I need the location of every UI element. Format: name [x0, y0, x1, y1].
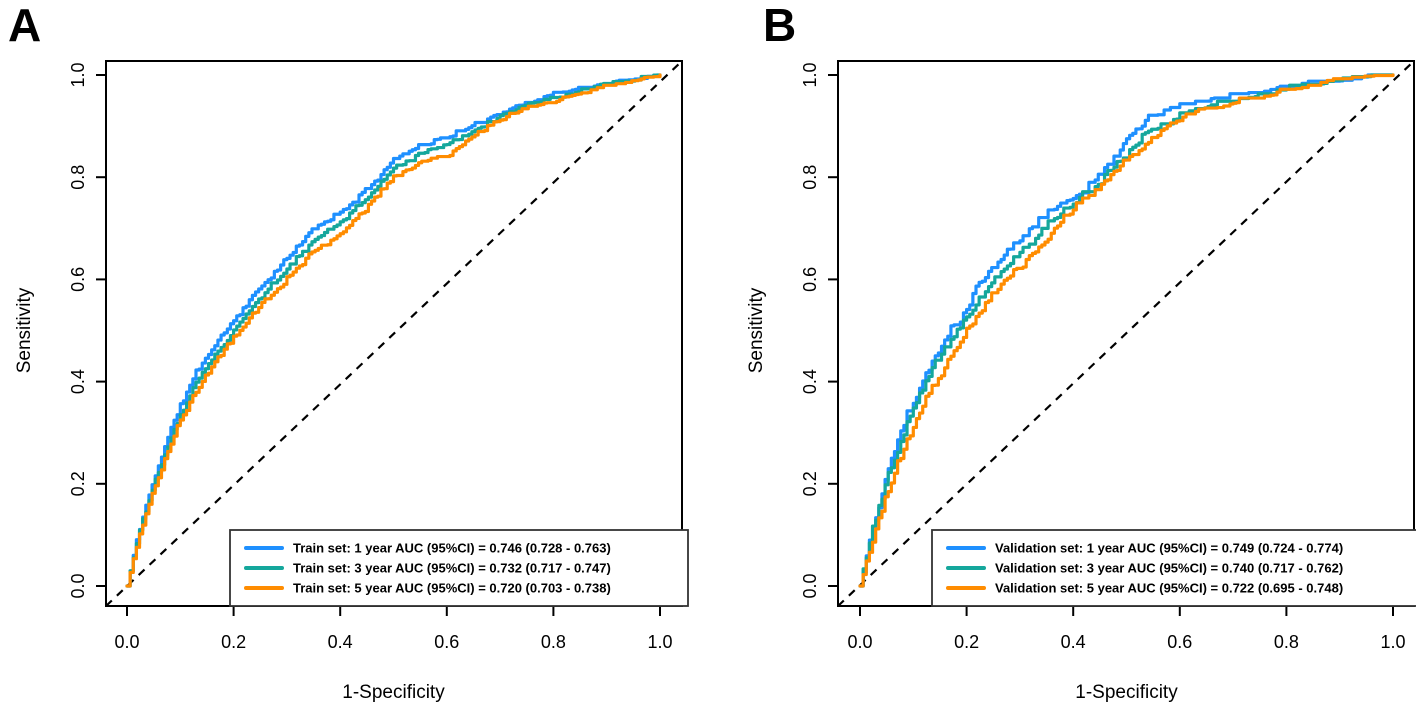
legend-label: Train set: 1 year AUC (95%CI) = 0.746 (0…	[293, 541, 611, 556]
legend-label: Validation set: 1 year AUC (95%CI) = 0.7…	[995, 541, 1343, 556]
y-tick-label: 0.6	[800, 267, 820, 292]
diagonal-reference-line	[837, 60, 1415, 607]
x-tick-label: 0.0	[847, 632, 872, 652]
legend-label: Train set: 3 year AUC (95%CI) = 0.732 (0…	[293, 561, 611, 576]
axis-ticks: 0.0 0.2 0.4 0.6 0.8 1.0 0.0 0.2 0.4 0.6 0.8 1.0	[68, 62, 673, 652]
y-tick-label: 0.0	[800, 573, 820, 598]
y-tick-label: 1.0	[800, 62, 820, 87]
roc-curve-5-year	[125, 73, 662, 588]
y-tick-label: 0.2	[800, 471, 820, 496]
axis-ticks: 0.0 0.2 0.4 0.6 0.8 1.0 0.0 0.2 0.4 0.6 0.8 1.0	[800, 62, 1406, 652]
roc-curve-3-year	[125, 73, 662, 588]
x-tick-label: 0.8	[541, 632, 566, 652]
legend: Train set: 1 year AUC (95%CI) = 0.746 (0…	[229, 529, 689, 607]
x-tick-label: 0.6	[434, 632, 459, 652]
roc-chart-validation: 0.0 0.2 0.4 0.6 0.8 1.0 0.0 0.2 0.4 0.6 0.8 1.0 1-Sp…	[746, 60, 1416, 703]
y-tick-label: 0.0	[68, 573, 88, 598]
roc-panel-validation: B 0.0 0.2 0.4 0.6 0.8 1.0 0.0 0.2 0.4 0.6 0.8 1.0 1-…	[708, 0, 1416, 716]
diagonal-reference-line	[105, 60, 683, 607]
panel-label-a: A	[8, 0, 42, 51]
x-axis-title: 1-Specificity	[342, 682, 445, 703]
legend-box	[229, 529, 689, 607]
y-tick-label: 1.0	[68, 62, 88, 87]
roc-panel-train: A 0.0 0.2 0.4 0.6 0.8 1.0 0.0 0.2 0.4 0.6 0.8 1.0 1-…	[8, 0, 689, 703]
x-tick-label: 0.8	[1274, 632, 1299, 652]
roc-curve-1-year	[125, 73, 662, 588]
legend-label: Validation set: 3 year AUC (95%CI) = 0.7…	[995, 561, 1343, 576]
x-tick-label: 0.2	[221, 632, 246, 652]
x-tick-label: 0.4	[1061, 632, 1086, 652]
x-axis-title: 1-Specificity	[1075, 682, 1178, 703]
x-tick-label: 1.0	[647, 632, 672, 652]
roc-curve-5-year	[858, 73, 1395, 588]
y-axis-title: Sensitivity	[746, 287, 767, 373]
roc-chart-train: 0.0 0.2 0.4 0.6 0.8 1.0 0.0 0.2 0.4 0.6 0.8 1.0 1-Sp…	[14, 60, 689, 703]
y-tick-label: 0.4	[800, 369, 820, 394]
y-tick-label: 0.8	[800, 165, 820, 190]
y-tick-label: 0.6	[68, 267, 88, 292]
y-tick-label: 0.4	[68, 369, 88, 394]
legend-box	[931, 529, 1416, 607]
x-tick-label: 0.2	[954, 632, 979, 652]
x-tick-label: 0.4	[328, 632, 353, 652]
x-tick-label: 0.6	[1167, 632, 1192, 652]
y-tick-label: 0.8	[68, 165, 88, 190]
panel-label-b: B	[763, 0, 797, 51]
y-axis-title: Sensitivity	[14, 287, 35, 373]
legend-label: Validation set: 5 year AUC (95%CI) = 0.7…	[995, 581, 1343, 596]
legend: Validation set: 1 year AUC (95%CI) = 0.7…	[931, 529, 1416, 607]
y-tick-label: 0.2	[68, 471, 88, 496]
x-tick-label: 0.0	[114, 632, 139, 652]
x-tick-label: 1.0	[1380, 632, 1405, 652]
legend-label: Train set: 5 year AUC (95%CI) = 0.720 (0…	[293, 581, 611, 596]
